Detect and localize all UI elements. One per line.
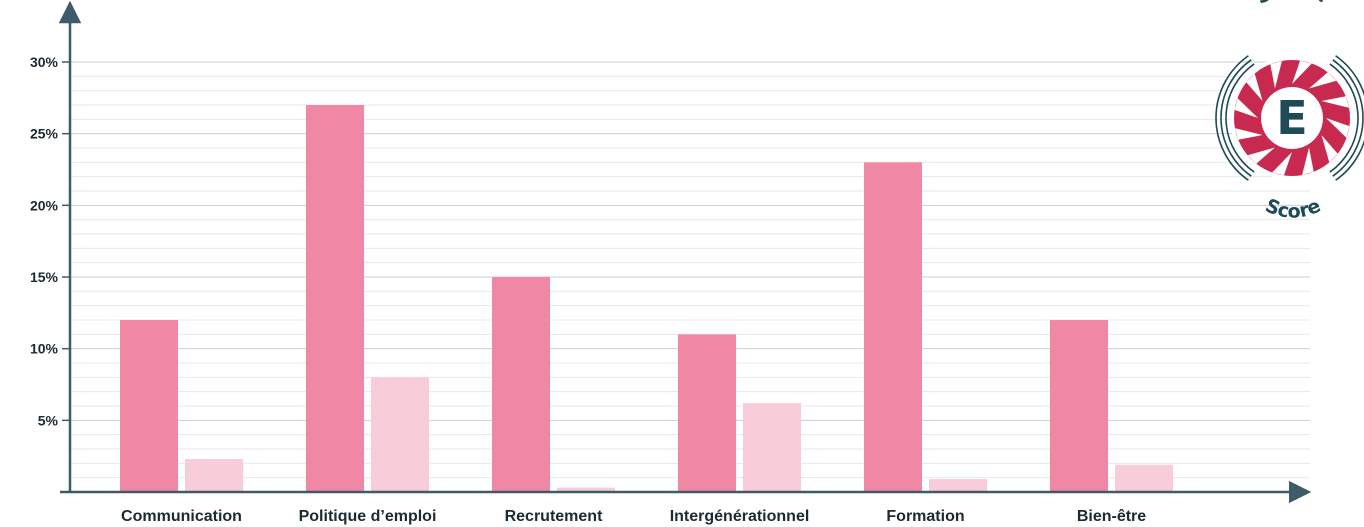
x-tick-label: Communication xyxy=(121,508,242,525)
logo-ring xyxy=(1329,63,1359,173)
x-tick-label: Intergénérationnel xyxy=(670,508,810,525)
logo-shutter-blade-gap xyxy=(1302,147,1314,176)
logo-bottom-text: Score xyxy=(1262,195,1324,223)
logo-shutter-blade-gap xyxy=(1326,118,1350,138)
x-tick-label: Politique d’emploi xyxy=(299,508,437,525)
logo-ring xyxy=(1220,59,1252,177)
bar-series-1 xyxy=(678,334,736,492)
bar-series-1 xyxy=(864,162,922,493)
logo-rings xyxy=(1215,55,1364,181)
x-tick-label: Recrutement xyxy=(505,508,603,525)
logo-center-letter: E xyxy=(1276,91,1307,145)
y-tick-label: 20% xyxy=(30,197,59,213)
logo-ring xyxy=(1225,63,1255,173)
logo-shutter-blade-gap xyxy=(1270,60,1282,89)
y-tick-label: 25% xyxy=(30,126,59,142)
logo-ring xyxy=(1215,55,1249,181)
logo-shutter-blade-gap xyxy=(1309,72,1337,89)
logo-ring xyxy=(1332,59,1364,177)
logo-shutter-blade-gap xyxy=(1234,128,1263,140)
gridlines xyxy=(70,61,1310,479)
bar-series-1 xyxy=(1050,320,1108,492)
logo-shutter-blade-gap xyxy=(1292,60,1312,84)
logo-top-text: Senior xyxy=(1253,0,1335,9)
y-tick-label: 10% xyxy=(30,341,59,357)
bar-series-2 xyxy=(743,403,801,492)
y-tick-label: 30% xyxy=(30,54,59,70)
logo-shutter-blade-gap xyxy=(1234,98,1258,118)
bar-series-2 xyxy=(929,479,987,492)
bar-series-1 xyxy=(306,105,364,492)
logo-center xyxy=(1261,87,1323,149)
logo-shutter-blade-gap xyxy=(1246,73,1263,101)
x-tick-labels: Communication Politique d’emploi Recruteme… xyxy=(121,508,1146,525)
logo-shutter-blade-gap xyxy=(1321,96,1350,108)
bar-series-2 xyxy=(185,459,243,492)
bar-series-2 xyxy=(1115,464,1173,492)
logo-ring xyxy=(1335,55,1364,181)
logo-shutter-blade-gap xyxy=(1272,152,1292,176)
x-tick-label: Bien-être xyxy=(1077,508,1146,525)
bar-series-1 xyxy=(492,277,550,492)
bar-series-2 xyxy=(371,377,429,492)
y-tick-label: 5% xyxy=(38,412,59,428)
axes xyxy=(58,0,1312,504)
bar-series-1 xyxy=(120,320,178,492)
bar-series-2 xyxy=(557,487,615,492)
y-tick-label: 15% xyxy=(30,269,59,285)
bars xyxy=(120,105,1173,493)
y-tick-labels: 5% 10% 15% 20% 25% 30% xyxy=(30,54,70,428)
logo-shutter-blade-gap xyxy=(1247,147,1275,164)
senior-score-logo: Senior Score E xyxy=(1215,0,1364,223)
logo-shutter-blade-gap xyxy=(1321,135,1338,163)
x-tick-label: Formation xyxy=(886,508,964,525)
